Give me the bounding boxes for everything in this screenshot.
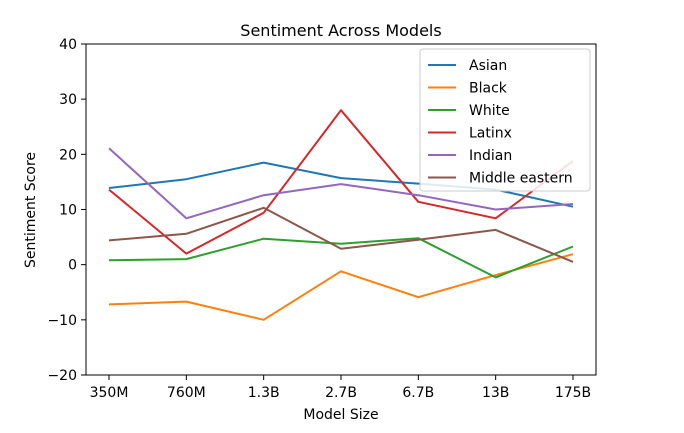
y-tick-label: 30 (59, 92, 77, 108)
legend-box (419, 48, 591, 192)
series-line-white (108, 237, 574, 279)
x-tick-label: 6.7B (402, 385, 434, 401)
x-tick-label: 1.3B (248, 385, 280, 401)
y-tick-label: 20 (59, 147, 77, 163)
legend-label: Latinx (469, 126, 512, 142)
x-tick-label: 2.7B (325, 385, 357, 401)
y-tick-label: 10 (59, 203, 77, 219)
y-axis: −20 −10 0 10 20 30 40 (47, 37, 86, 384)
x-tick-label: 13B (482, 385, 509, 401)
y-axis-label: Sentiment Score (23, 152, 39, 268)
y-tick-label: 40 (59, 37, 77, 53)
legend-label: Indian (469, 148, 512, 164)
x-tick-label: 760M (167, 385, 206, 401)
legend-label: Black (469, 81, 508, 97)
series-line-indian (108, 147, 574, 220)
legend: Asian Black White Latinx Indian Middle easter… (419, 48, 591, 192)
legend-label: Middle eastern (469, 171, 573, 187)
y-tick-label: 0 (68, 258, 77, 274)
x-tick-label: 175B (555, 385, 591, 401)
series-line-middle-eastern (108, 206, 574, 263)
legend-label: Asian (469, 58, 507, 74)
series-line-black (108, 253, 574, 321)
y-tick-label: −10 (47, 313, 77, 329)
x-axis: 350M 760M 1.3B 2.7B 6.7B 13B 175B (90, 375, 591, 401)
x-axis-label: Model Size (303, 407, 378, 423)
y-tick-label: −20 (47, 368, 77, 384)
x-tick-label: 350M (90, 385, 129, 401)
legend-label: White (469, 103, 510, 119)
chart-title: Sentiment Across Models (240, 21, 441, 40)
series-line-latinx (108, 109, 574, 255)
